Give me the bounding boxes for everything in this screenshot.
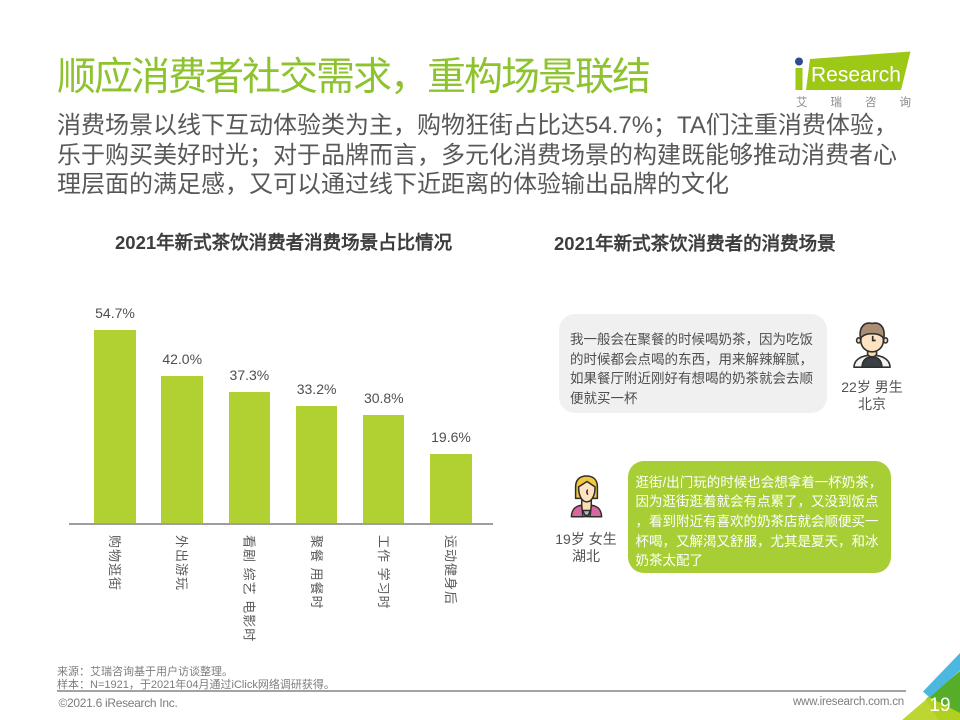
svg-text:Research: Research (811, 64, 901, 87)
svg-text:19: 19 (929, 695, 950, 716)
